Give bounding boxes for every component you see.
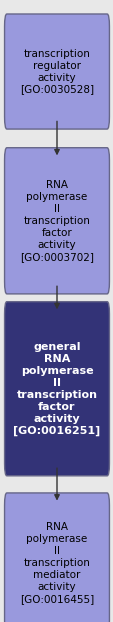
- FancyBboxPatch shape: [5, 148, 108, 294]
- FancyBboxPatch shape: [5, 302, 108, 476]
- Text: transcription
regulator
activity
[GO:0030528]: transcription regulator activity [GO:003…: [20, 49, 93, 95]
- Text: RNA
polymerase
II
transcription
factor
activity
[GO:0003702]: RNA polymerase II transcription factor a…: [20, 180, 93, 262]
- Text: general
RNA
polymerase
II
transcription
factor
activity
[GO:0016251]: general RNA polymerase II transcription …: [13, 341, 100, 436]
- FancyBboxPatch shape: [5, 493, 108, 622]
- Text: RNA
polymerase
II
transcription
mediator
activity
[GO:0016455]: RNA polymerase II transcription mediator…: [20, 522, 93, 604]
- FancyBboxPatch shape: [5, 14, 108, 129]
